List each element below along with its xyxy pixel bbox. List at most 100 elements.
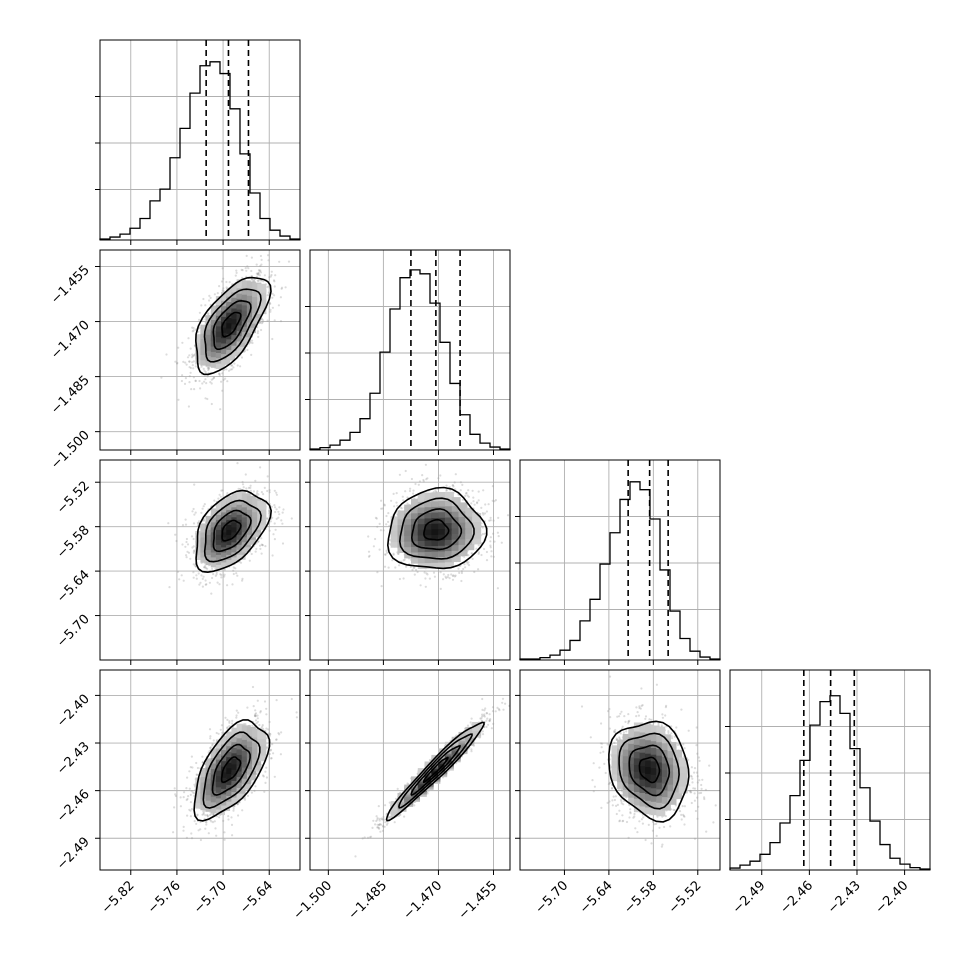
sample-point	[279, 753, 282, 756]
sample-point	[265, 713, 268, 716]
density-cell	[645, 791, 655, 801]
sample-point	[260, 322, 263, 325]
sample-point	[196, 814, 199, 817]
density-cell	[231, 320, 241, 330]
sample-point	[261, 725, 264, 728]
sample-point	[622, 731, 626, 734]
sample-point	[700, 791, 703, 795]
y-tick-label: −1.500	[48, 428, 93, 473]
sample-point	[182, 360, 185, 363]
density-cell	[390, 538, 400, 548]
sample-point	[619, 798, 623, 802]
sample-point	[460, 571, 463, 575]
sample-point	[203, 519, 206, 522]
sample-point	[401, 495, 404, 498]
density-cell	[633, 769, 643, 779]
sample-point	[487, 503, 490, 506]
sample-point	[415, 568, 418, 572]
density-cell	[241, 307, 251, 316]
density-cell	[210, 326, 220, 336]
sample-point	[693, 792, 696, 795]
sample-point	[620, 802, 623, 805]
sample-point	[191, 791, 195, 794]
sample-point	[655, 822, 658, 826]
sample-point	[192, 551, 195, 555]
sample-point	[193, 549, 196, 552]
density-cell	[221, 774, 231, 784]
density-cell	[221, 508, 231, 518]
sample-point	[179, 805, 182, 808]
sample-point	[466, 724, 470, 727]
density-cell	[458, 513, 468, 523]
sample-point	[393, 821, 396, 824]
sample-point	[209, 296, 212, 299]
sample-point	[424, 585, 427, 588]
density-cell	[252, 518, 262, 528]
density-cell	[411, 537, 420, 547]
sample-point	[223, 831, 226, 834]
sample-point	[232, 566, 235, 569]
density-cell	[215, 772, 225, 782]
sample-point	[206, 567, 209, 570]
sample-point	[489, 519, 492, 522]
density-cell	[236, 289, 246, 299]
sample-point	[256, 273, 259, 276]
density-cell	[458, 547, 468, 557]
sample-point	[262, 775, 265, 778]
sample-point	[425, 478, 428, 481]
density-cell	[241, 747, 251, 757]
sample-point	[281, 522, 284, 525]
sample-point	[190, 356, 194, 359]
sample-point	[185, 363, 188, 366]
density-cell	[215, 535, 225, 545]
sample-point	[480, 506, 483, 509]
sample-point	[250, 339, 254, 342]
sample-point	[234, 567, 237, 570]
sample-point	[422, 480, 425, 483]
sample-point	[592, 762, 595, 765]
density-cell	[195, 339, 205, 349]
density-cell	[678, 757, 688, 767]
sample-point	[257, 269, 261, 272]
density-cell	[645, 751, 655, 761]
contour-line	[410, 745, 461, 796]
sample-point	[268, 752, 271, 756]
contour-line	[638, 756, 661, 784]
sample-point	[256, 714, 259, 717]
density-cell	[221, 735, 231, 745]
sample-point	[484, 707, 487, 710]
sample-point	[421, 474, 424, 477]
density-cell	[645, 778, 655, 788]
density-cell	[656, 793, 666, 803]
sample-point	[208, 814, 212, 817]
sample-point	[592, 790, 595, 793]
sample-point	[653, 823, 656, 826]
sample-point	[222, 277, 225, 280]
density-cell	[444, 547, 454, 557]
density-cell	[231, 766, 241, 776]
density-cell	[628, 728, 638, 738]
sample-point	[696, 817, 699, 820]
sample-point	[201, 813, 204, 816]
density-cell	[451, 553, 461, 562]
density-cell	[210, 316, 220, 326]
density-cell	[451, 530, 461, 540]
sample-point	[460, 579, 463, 583]
density-cell	[397, 538, 407, 548]
sample-point	[275, 493, 278, 496]
sample-point	[241, 276, 244, 279]
sample-point	[409, 487, 412, 490]
sample-point	[488, 719, 491, 723]
sample-point	[413, 566, 416, 569]
sample-point	[208, 294, 211, 297]
density-cell	[661, 741, 671, 750]
density-cell	[236, 321, 246, 331]
density-cell	[628, 782, 638, 791]
sample-point	[423, 571, 426, 574]
y-tick-label: −5.64	[54, 567, 93, 606]
density-cell	[210, 543, 220, 553]
sample-point	[210, 592, 213, 595]
density-cell	[205, 546, 215, 555]
sample-point	[604, 771, 607, 775]
sample-point	[693, 799, 697, 802]
